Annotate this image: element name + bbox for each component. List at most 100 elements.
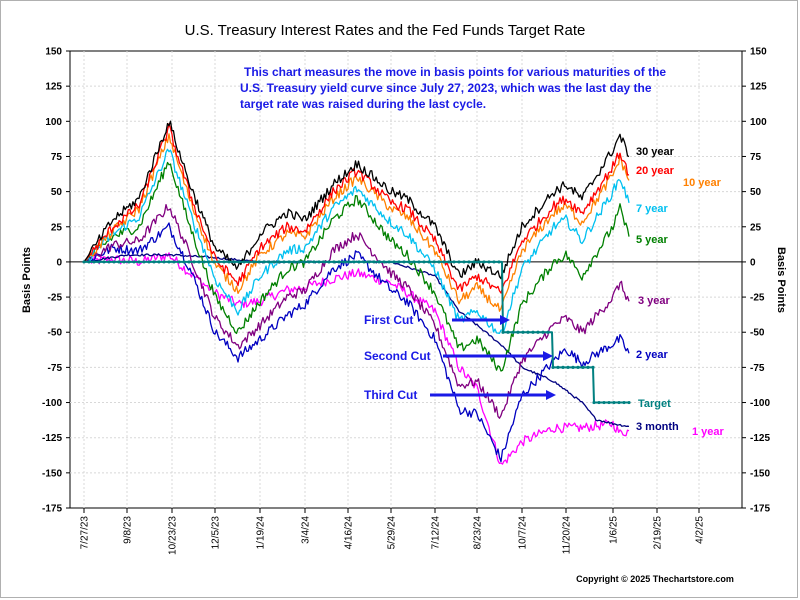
x-tick-label: 7/12/24 bbox=[431, 516, 442, 550]
target-marker bbox=[472, 260, 476, 264]
target-markers bbox=[82, 260, 631, 405]
target-marker bbox=[382, 260, 386, 264]
target-marker bbox=[337, 260, 341, 264]
y-tick-label-left: -150 bbox=[42, 468, 62, 479]
annotation-line-1: This chart measures the move in basis po… bbox=[244, 65, 666, 79]
x-tick-label: 1/19/24 bbox=[256, 516, 267, 550]
series-label: 10 year bbox=[683, 177, 722, 189]
y-tick-label-left: 25 bbox=[51, 222, 63, 233]
target-marker bbox=[92, 260, 96, 264]
y-tick-label-right: -175 bbox=[750, 504, 770, 515]
cut-arrow-head bbox=[546, 390, 556, 400]
target-marker bbox=[162, 260, 166, 264]
x-tick-label: 12/5/23 bbox=[211, 516, 222, 550]
target-marker bbox=[516, 330, 520, 334]
series-label: 7 year bbox=[636, 203, 669, 215]
x-tick-label: 2/19/25 bbox=[653, 516, 664, 550]
x-tick-label: 4/16/24 bbox=[344, 516, 355, 550]
y-tick-label-left: -75 bbox=[48, 363, 63, 374]
target-marker bbox=[237, 260, 241, 264]
target-marker bbox=[182, 260, 186, 264]
target-marker bbox=[287, 260, 291, 264]
y-tick-label-left: 50 bbox=[51, 187, 63, 198]
target-marker bbox=[347, 260, 351, 264]
target-marker bbox=[207, 260, 211, 264]
y-axis-label-left: Basis Points bbox=[21, 247, 33, 313]
x-tick-label: 7/27/23 bbox=[80, 516, 91, 550]
series-label: 1 year bbox=[692, 426, 725, 438]
target-marker bbox=[312, 260, 316, 264]
target-marker bbox=[127, 260, 131, 264]
cut-label: Third Cut bbox=[364, 388, 417, 402]
target-marker bbox=[267, 260, 271, 264]
series-label: 2 year bbox=[636, 349, 669, 361]
target-marker bbox=[242, 260, 246, 264]
target-marker bbox=[581, 365, 585, 369]
target-marker bbox=[332, 260, 336, 264]
target-marker bbox=[102, 260, 106, 264]
plot-border bbox=[69, 50, 743, 509]
y-tick-label-right: -50 bbox=[750, 328, 765, 339]
series-label: 3 month bbox=[636, 421, 679, 433]
series-labels: 30 year 20 year 10 year 7 year 5 year 3 year 2… bbox=[636, 146, 725, 438]
annotation-line-2: U.S. Treasury yield curve since July 27,… bbox=[240, 81, 652, 95]
target-marker bbox=[592, 400, 596, 405]
target-marker bbox=[392, 260, 396, 264]
target-marker bbox=[372, 260, 376, 264]
series-label: 30 year bbox=[636, 146, 675, 158]
target-marker bbox=[407, 260, 411, 264]
target-marker bbox=[307, 260, 311, 264]
cut-label: First Cut bbox=[364, 313, 413, 327]
target-marker bbox=[362, 260, 366, 264]
y-tick-label-left: -125 bbox=[42, 433, 62, 444]
y-tick-label-right: 75 bbox=[750, 152, 762, 163]
target-marker bbox=[222, 260, 226, 264]
target-marker bbox=[457, 260, 461, 264]
series-line-5-year bbox=[83, 161, 630, 372]
target-marker bbox=[586, 365, 590, 369]
target-marker bbox=[107, 260, 111, 264]
y-tick-label-left: -25 bbox=[48, 293, 63, 304]
y-tick-label-left: 75 bbox=[51, 152, 63, 163]
target-marker bbox=[87, 260, 91, 264]
series-line-2-year bbox=[83, 222, 630, 463]
series-line-3-year bbox=[83, 203, 630, 419]
series-line-1-year bbox=[83, 252, 630, 465]
x-tick-label: 4/2/25 bbox=[695, 516, 706, 544]
target-marker bbox=[197, 260, 201, 264]
target-marker bbox=[566, 365, 570, 369]
series-line-20-year bbox=[83, 123, 630, 294]
target-marker bbox=[282, 260, 286, 264]
target-marker bbox=[622, 400, 626, 405]
target-marker bbox=[412, 260, 416, 264]
target-marker bbox=[172, 260, 176, 264]
target-marker bbox=[117, 260, 121, 264]
target-marker bbox=[497, 260, 501, 264]
y-tick-label-right: -75 bbox=[750, 363, 765, 374]
target-marker bbox=[526, 330, 530, 334]
target-marker bbox=[352, 260, 356, 264]
series-line-30-year bbox=[83, 120, 630, 280]
target-marker bbox=[462, 260, 466, 264]
target-marker bbox=[447, 260, 451, 264]
copyright: Copyright © 2025 Thechartstore.com bbox=[576, 574, 734, 584]
y-tick-label-right: 150 bbox=[750, 47, 767, 58]
grid bbox=[69, 50, 743, 509]
target-marker bbox=[551, 365, 555, 369]
target-marker bbox=[157, 260, 161, 264]
y-tick-label-right: -150 bbox=[750, 468, 770, 479]
target-marker bbox=[132, 260, 136, 264]
y-tick-label-right: 50 bbox=[750, 187, 762, 198]
target-marker bbox=[427, 260, 431, 264]
target-marker bbox=[327, 260, 331, 264]
target-marker bbox=[417, 260, 421, 264]
x-tick-label: 8/23/24 bbox=[473, 516, 484, 550]
x-tick-label: 1/6/25 bbox=[609, 516, 620, 544]
target-marker bbox=[192, 260, 196, 264]
target-marker bbox=[212, 260, 216, 264]
target-marker bbox=[531, 330, 535, 334]
target-marker bbox=[536, 330, 540, 334]
target-marker bbox=[597, 400, 601, 405]
x-tick-label: 5/29/24 bbox=[387, 516, 398, 550]
